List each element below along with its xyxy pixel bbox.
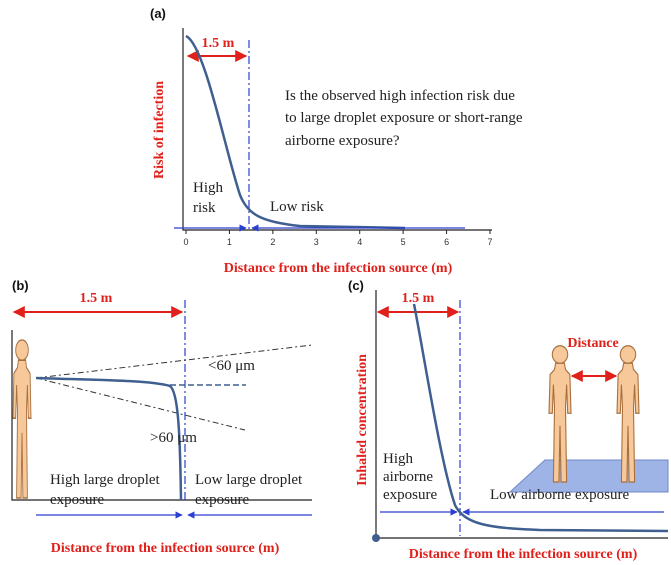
x-axis-label: Distance from the infection source (m) [51, 541, 280, 556]
region-label: exposure [50, 492, 104, 508]
risk-curve [185, 34, 406, 230]
inset-label: Distance [567, 336, 618, 351]
distance-label: 1.5 m [202, 36, 235, 51]
question: Is the observed high infection risk due [285, 88, 515, 104]
distance-label: 1.5 m [402, 291, 435, 306]
panel-label: (b) [12, 278, 29, 293]
y-axis-label: Inhaled concentration [355, 354, 370, 486]
x-ticks: 0 1 2 3 4 5 6 7 [183, 230, 493, 247]
spray-cone [35, 344, 313, 431]
y-axis-label: Risk of infection [152, 81, 167, 179]
concentration-curve [412, 303, 669, 533]
x-tick-label: 4 [357, 237, 362, 247]
region-label: Low airborne exposure [490, 487, 629, 503]
panel-a: (a) 0 1 2 3 4 5 6 7 Risk of infection Distance … [150, 6, 523, 276]
x-tick-label: 0 [183, 237, 188, 247]
panel-b: (b) 1.5 m <60 μm >60 μm High large dropl… [11, 278, 313, 556]
question: airborne exposure? [285, 133, 400, 149]
x-tick-label: 5 [401, 237, 406, 247]
region-label: High [383, 451, 414, 467]
droplet-curve [35, 376, 183, 501]
region-label: exposure [383, 487, 437, 503]
x-tick-label: 1 [227, 237, 232, 247]
panel-label: (c) [348, 278, 364, 293]
region-label: risk [193, 200, 216, 216]
panel-label: (a) [150, 6, 166, 21]
droplet-size: <60 μm [208, 358, 255, 374]
x-tick-label: 2 [270, 237, 275, 247]
person [12, 339, 32, 499]
axes [182, 28, 492, 231]
region-label: High large droplet [50, 472, 161, 488]
x-axis-label: Distance from the infection source (m) [409, 547, 638, 562]
axes [11, 330, 312, 501]
x-axis-label: Distance from the infection source (m) [224, 261, 453, 276]
x-tick-label: 7 [487, 237, 492, 247]
question: to large droplet exposure or short-range [285, 110, 523, 126]
origin-dot [372, 534, 380, 542]
region-label: High [193, 180, 224, 196]
x-tick-label: 6 [444, 237, 449, 247]
region-label: exposure [195, 492, 249, 508]
region-label: airborne [383, 469, 433, 485]
region-label: Low large droplet [195, 472, 303, 488]
distance-label: 1.5 m [80, 291, 113, 306]
panel-c: (c) Inhaled concentration 1.5 m Distance… [348, 278, 669, 562]
droplet-size: >60 μm [150, 430, 197, 446]
x-tick-label: 3 [314, 237, 319, 247]
region-label: Low risk [270, 199, 324, 215]
